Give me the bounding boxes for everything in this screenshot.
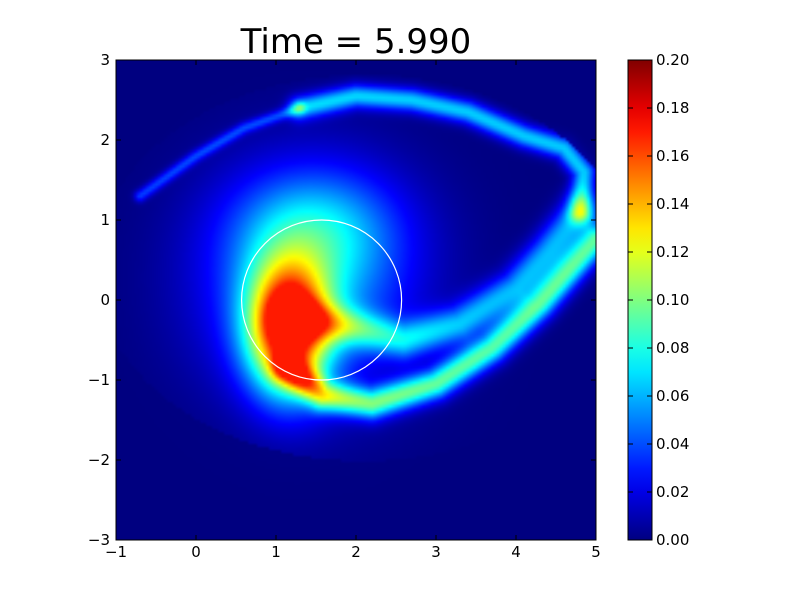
y-tick-label: 1 (100, 211, 110, 229)
y-tick-label: 2 (100, 131, 110, 149)
y-tick-label: −3 (88, 531, 110, 549)
x-tick-label: 2 (351, 543, 361, 561)
x-tick-label: −1 (105, 543, 127, 561)
heatmap-image (116, 60, 596, 540)
colorbar-tick-label: 0.08 (656, 339, 689, 357)
colorbar-tick-label: 0.14 (656, 195, 689, 213)
colorbar: 0.00 0.02 0.04 0.06 0.08 0.10 0.12 0.14 0.16 0.18… (627, 51, 689, 549)
y-tick-label: −1 (88, 371, 110, 389)
plot-area (116, 60, 596, 540)
y-tick-label: 3 (100, 51, 110, 69)
x-axis: −1 0 1 2 3 4 5 (105, 60, 601, 561)
x-tick-label: 1 (271, 543, 281, 561)
y-tick-label: −2 (88, 451, 110, 469)
obstacle-circle (241, 219, 403, 381)
colorbar-tick-label: 0.20 (656, 51, 689, 69)
colorbar-tick-label: 0.02 (656, 483, 689, 501)
colorbar-tick-label: 0.12 (656, 243, 689, 261)
colorbar-tick-label: 0.10 (656, 291, 689, 309)
y-axis: −3 −2 −1 0 1 2 3 (88, 51, 596, 549)
colorbar-ticks: 0.00 0.02 0.04 0.06 0.08 0.10 0.12 0.14 0.16 0.18… (628, 51, 689, 549)
chart-title: Time = 5.990 (240, 22, 472, 62)
colorbar-tick-label: 0.04 (656, 435, 689, 453)
y-tick-label: 0 (100, 291, 110, 309)
x-tick-label: 5 (591, 543, 601, 561)
x-tick-label: 0 (191, 543, 201, 561)
x-tick-label: 3 (431, 543, 441, 561)
colorbar-tick-label: 0.16 (656, 147, 689, 165)
colorbar-tick-label: 0.18 (656, 99, 689, 117)
x-tick-label: 4 (511, 543, 521, 561)
colorbar-tick-label: 0.00 (656, 531, 689, 549)
colorbar-tick-label: 0.06 (656, 387, 689, 405)
